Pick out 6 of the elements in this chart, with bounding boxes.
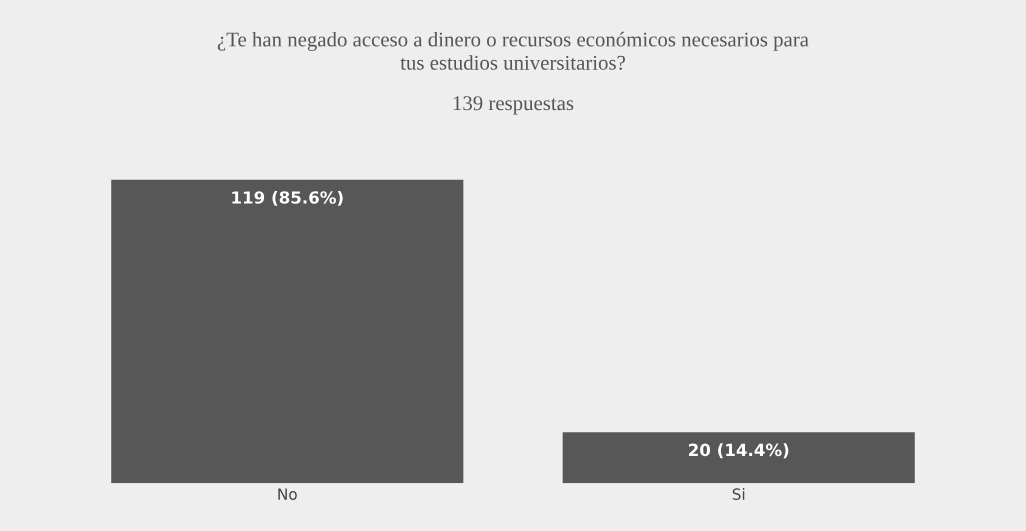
chart-subtitle: 139 respuestas: [453, 96, 574, 115]
x-tick-label: Si: [732, 488, 745, 500]
data-label: 20 (14.4%): [689, 443, 789, 459]
x-tick-label: No: [278, 488, 297, 500]
data-label: 119 (85.6%): [232, 190, 343, 206]
chart-title: ¿Te han negado acceso a dinero o recursos económicos necesarios para tus estudios universitarios?: [217, 31, 809, 70]
